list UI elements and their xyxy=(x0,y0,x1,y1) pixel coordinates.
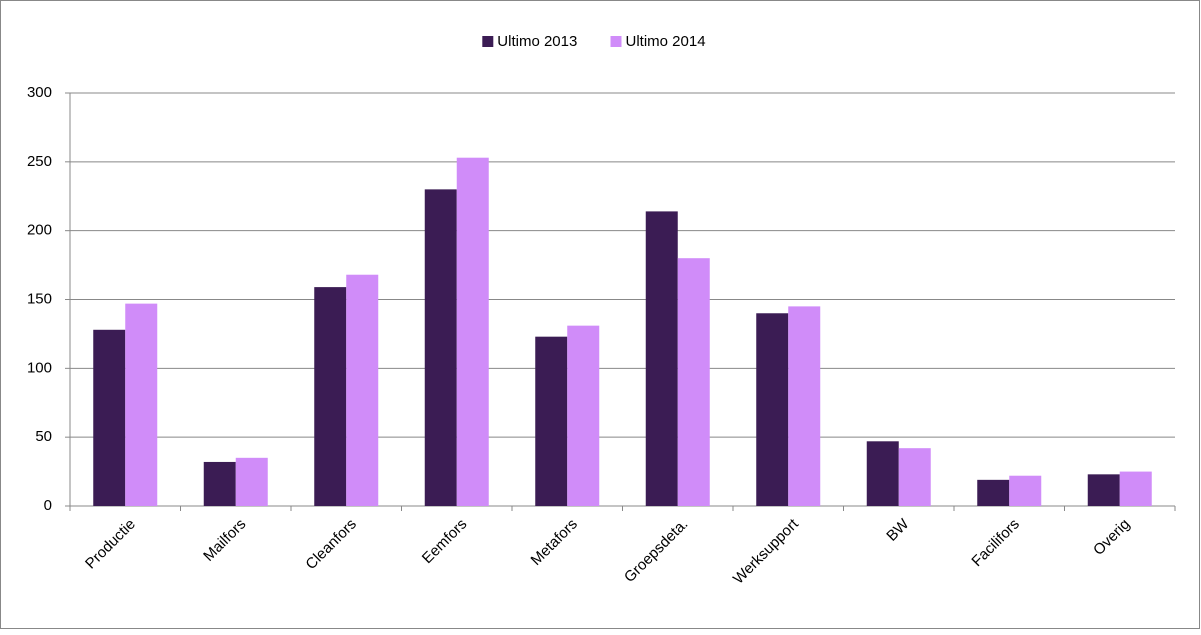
bar xyxy=(125,303,158,506)
bar xyxy=(314,287,347,506)
legend-swatch xyxy=(482,36,494,47)
bar xyxy=(1009,475,1042,506)
bar xyxy=(424,189,457,506)
bar xyxy=(866,441,899,506)
legend-swatch xyxy=(610,36,622,47)
bar xyxy=(346,274,379,506)
bar xyxy=(567,325,600,506)
bar xyxy=(788,306,821,506)
bar xyxy=(535,336,568,506)
bar xyxy=(93,329,126,506)
legend-label: Ultimo 2013 xyxy=(497,33,577,50)
y-tick-label: 50 xyxy=(35,428,52,445)
y-tick-label: 200 xyxy=(27,222,52,239)
y-tick-label: 300 xyxy=(27,84,52,101)
bar xyxy=(203,461,236,506)
legend-label: Ultimo 2014 xyxy=(626,33,706,50)
bar xyxy=(756,313,789,506)
bar xyxy=(645,211,678,507)
y-tick-label: 250 xyxy=(27,153,52,170)
y-tick-label: 100 xyxy=(27,359,52,376)
bar xyxy=(235,457,268,506)
y-tick-label: 150 xyxy=(27,290,52,307)
bar xyxy=(1119,471,1152,506)
bar xyxy=(1087,474,1120,506)
y-tick-label: 0 xyxy=(44,497,52,514)
legend: Ultimo 2013 Ultimo 2014 xyxy=(482,33,706,50)
bar xyxy=(677,258,710,506)
bar xyxy=(898,448,931,506)
bar xyxy=(456,157,489,506)
bar xyxy=(977,479,1010,506)
